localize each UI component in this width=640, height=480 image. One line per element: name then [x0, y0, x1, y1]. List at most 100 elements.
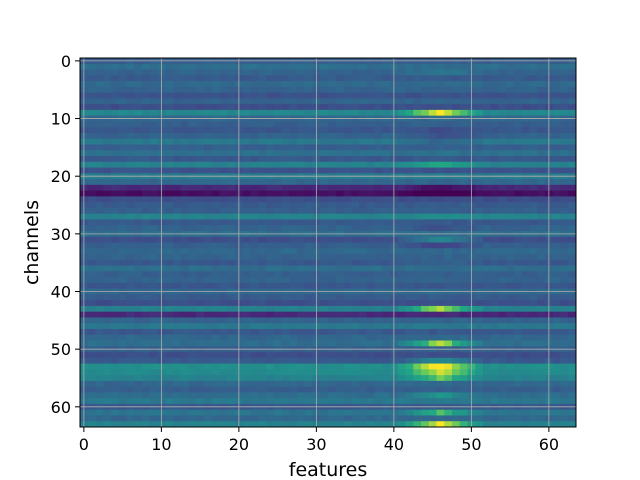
heatmap-cell — [459, 277, 468, 284]
heatmap-cell — [173, 409, 182, 416]
heatmap-cell — [297, 323, 306, 330]
heatmap-cell — [142, 81, 151, 88]
heatmap-cell — [405, 323, 414, 330]
heatmap-cell — [242, 323, 251, 330]
heatmap-cell — [173, 75, 182, 82]
heatmap-cell — [421, 254, 430, 261]
heatmap-cell — [428, 184, 437, 192]
heatmap-cell — [382, 386, 391, 393]
heatmap-cell — [297, 196, 306, 203]
x-tick-label: 50 — [461, 435, 481, 454]
heatmap-cell — [452, 63, 461, 70]
heatmap-cell — [490, 254, 499, 261]
heatmap-cell — [483, 317, 492, 324]
heatmap-cell — [250, 236, 259, 243]
heatmap-cell — [529, 190, 538, 197]
heatmap-cell — [397, 190, 406, 197]
heatmap-cell — [180, 265, 189, 272]
heatmap-cell — [281, 161, 290, 168]
heatmap-cell — [118, 121, 127, 128]
heatmap-cell — [103, 259, 112, 266]
heatmap-cell — [118, 305, 127, 313]
heatmap-cell — [242, 207, 251, 215]
heatmap-cell — [95, 380, 104, 388]
heatmap-cell — [452, 184, 461, 192]
heatmap-cell — [211, 75, 220, 82]
heatmap-cell — [397, 317, 406, 324]
heatmap-cell — [405, 317, 414, 324]
heatmap-cell — [452, 386, 461, 393]
heatmap-cell — [359, 144, 368, 151]
heatmap-cell — [250, 409, 259, 416]
heatmap-cell — [537, 69, 546, 76]
heatmap-cell — [95, 386, 104, 393]
heatmap-cell — [335, 156, 344, 163]
heatmap-cell — [281, 167, 290, 174]
heatmap-cell — [529, 92, 538, 99]
heatmap-cell — [405, 86, 414, 93]
heatmap-cell — [289, 380, 298, 388]
heatmap-cell — [289, 259, 298, 266]
heatmap-cell — [242, 109, 251, 117]
heatmap-cell — [304, 415, 313, 422]
heatmap-cell — [351, 75, 360, 82]
heatmap-cell — [320, 207, 329, 215]
heatmap-cell — [421, 156, 430, 163]
heatmap-cell — [506, 409, 515, 416]
heatmap-cell — [351, 184, 360, 192]
heatmap-cell — [359, 109, 368, 117]
heatmap-cell — [490, 357, 499, 364]
heatmap-cell — [459, 121, 468, 128]
heatmap-cell — [204, 219, 213, 226]
heatmap-cell — [258, 340, 267, 347]
heatmap-cell — [436, 75, 445, 82]
heatmap-cell — [359, 277, 368, 284]
heatmap-cell — [258, 248, 267, 255]
heatmap-cell — [483, 138, 492, 145]
heatmap-cell — [366, 242, 375, 249]
heatmap-cell — [506, 415, 515, 422]
heatmap-cell — [444, 75, 453, 82]
heatmap-cell — [421, 86, 430, 93]
heatmap-cell — [444, 109, 453, 117]
heatmap-cell — [289, 323, 298, 330]
heatmap-cell — [444, 213, 453, 220]
heatmap-cell — [335, 225, 344, 232]
heatmap-cell — [490, 92, 499, 99]
heatmap-cell — [498, 92, 507, 99]
heatmap-cell — [289, 317, 298, 324]
heatmap-cell — [405, 311, 414, 318]
heatmap-cell — [475, 311, 484, 318]
heatmap-cell — [273, 196, 282, 203]
heatmap-cell — [196, 311, 205, 318]
heatmap-cell — [266, 132, 275, 140]
heatmap-cell — [382, 98, 391, 105]
heatmap-cell — [413, 328, 422, 336]
heatmap-cell — [165, 254, 174, 261]
heatmap-cell — [343, 294, 352, 301]
heatmap-cell — [552, 282, 561, 290]
heatmap-cell — [204, 323, 213, 330]
heatmap-cell — [118, 236, 127, 243]
heatmap-cell — [242, 352, 251, 359]
heatmap-cell — [149, 144, 158, 151]
heatmap-cell — [118, 265, 127, 272]
heatmap-cell — [560, 190, 569, 197]
heatmap-cell — [529, 69, 538, 76]
heatmap-cell — [568, 265, 577, 272]
heatmap-cell — [227, 300, 236, 307]
heatmap-cell — [95, 213, 104, 220]
heatmap-cell — [204, 421, 213, 428]
heatmap-cell — [273, 219, 282, 226]
heatmap-cell — [452, 328, 461, 336]
heatmap-cell — [335, 265, 344, 272]
heatmap-cell — [328, 86, 337, 93]
heatmap-cell — [328, 375, 337, 382]
heatmap-cell — [459, 81, 468, 88]
heatmap-cell — [328, 421, 337, 428]
heatmap-cell — [126, 380, 135, 388]
heatmap-cell — [196, 144, 205, 151]
heatmap-cell — [514, 156, 523, 163]
heatmap-cell — [506, 179, 515, 186]
heatmap-cell — [111, 334, 120, 341]
